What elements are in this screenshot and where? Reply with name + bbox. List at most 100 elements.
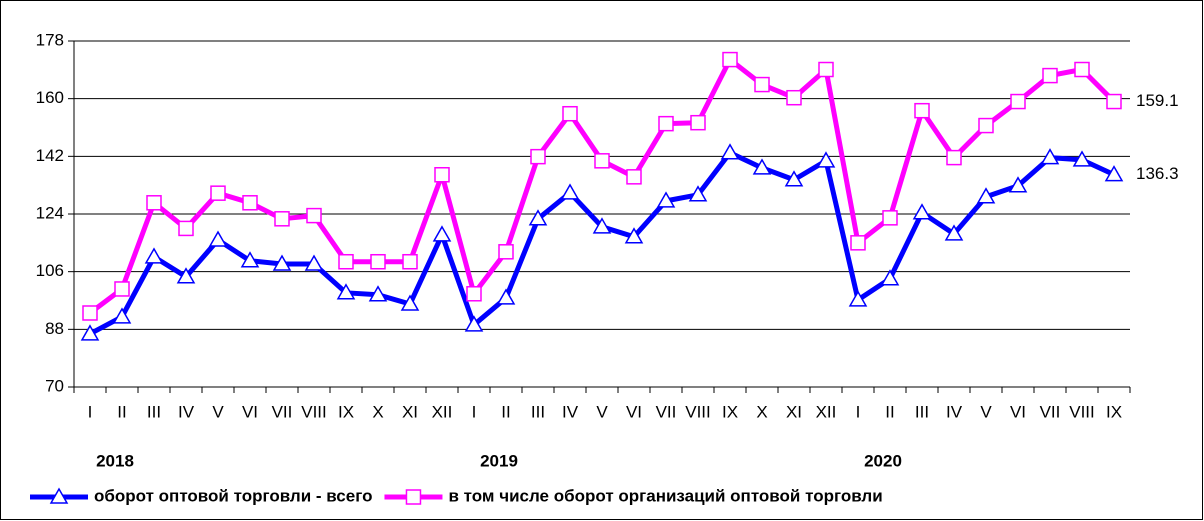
- x-tick-label: XII: [816, 402, 837, 421]
- x-tick-label: VII: [656, 402, 677, 421]
- group-label: 2020: [864, 451, 902, 470]
- point: [338, 253, 354, 270]
- point: [690, 114, 706, 131]
- point: [850, 235, 866, 251]
- point: [240, 251, 260, 268]
- x-tick-label: I: [472, 402, 477, 421]
- point: [560, 183, 580, 200]
- y-tick-label: 106: [36, 261, 64, 280]
- point: [720, 143, 740, 160]
- point: [272, 254, 292, 271]
- point: [816, 151, 836, 168]
- point: [1008, 176, 1028, 193]
- point: [688, 185, 708, 202]
- point: [848, 290, 868, 307]
- x-tick-label: XI: [786, 402, 802, 421]
- point: [752, 158, 772, 175]
- point: [306, 207, 322, 224]
- point: [80, 324, 100, 341]
- data-label: 159.1: [1136, 91, 1179, 110]
- x-tick-label: V: [980, 402, 992, 421]
- point: [114, 281, 130, 297]
- x-tick-label: X: [756, 402, 767, 421]
- group-label: 2018: [96, 451, 134, 470]
- point: [754, 76, 770, 93]
- x-tick-label: III: [531, 402, 545, 421]
- x-tick-label: X: [372, 402, 383, 421]
- data-label: 136.3: [1136, 164, 1179, 183]
- x-tick-label: VI: [242, 402, 258, 421]
- x-tick-label: IV: [178, 402, 195, 421]
- x-tick-label: VII: [272, 402, 293, 421]
- point: [176, 267, 196, 284]
- point: [1074, 61, 1090, 78]
- x-tick-label: V: [212, 402, 224, 421]
- x-tick-label: VII: [1040, 402, 1061, 421]
- point: [400, 294, 420, 311]
- point: [402, 253, 418, 270]
- x-tick-label: IX: [338, 402, 354, 421]
- point: [562, 105, 578, 122]
- point: [818, 61, 834, 78]
- point: [464, 315, 484, 332]
- legend-label: оборот оптовой торговли - всего: [94, 486, 372, 505]
- x-tick-label: VIII: [1069, 402, 1095, 421]
- point: [626, 169, 642, 185]
- point: [304, 254, 324, 271]
- point: [784, 170, 804, 187]
- x-tick-label: I: [856, 402, 861, 421]
- x-tick-label: VIII: [685, 402, 711, 421]
- point: [976, 187, 996, 204]
- point: [466, 286, 482, 302]
- point: [496, 288, 516, 305]
- x-tick-label: I: [88, 402, 93, 421]
- y-tick-label: 70: [45, 376, 64, 395]
- point: [178, 220, 194, 237]
- point: [498, 244, 514, 260]
- point: [49, 487, 69, 504]
- point: [592, 217, 612, 234]
- legend-label: в том числе оборот организаций оптовой т…: [448, 486, 882, 505]
- y-tick-label: 88: [45, 319, 64, 338]
- y-tick-label: 124: [36, 203, 64, 222]
- point: [882, 210, 898, 226]
- point: [112, 307, 132, 324]
- point: [914, 102, 930, 119]
- point: [1040, 148, 1060, 165]
- point: [210, 185, 226, 201]
- x-tick-label: IX: [1106, 402, 1122, 421]
- point: [144, 247, 164, 264]
- point: [786, 89, 802, 106]
- point: [624, 227, 644, 244]
- point: [530, 148, 546, 165]
- group-label: 2019: [480, 451, 518, 470]
- x-tick-label: IX: [722, 402, 738, 421]
- x-tick-label: V: [596, 402, 608, 421]
- point: [1042, 67, 1058, 84]
- point: [1072, 150, 1092, 167]
- point: [722, 51, 738, 68]
- point: [1010, 93, 1026, 110]
- point: [656, 191, 676, 208]
- x-tick-label: VI: [1010, 402, 1026, 421]
- point: [146, 195, 162, 211]
- point: [242, 195, 258, 211]
- x-tick-label: II: [501, 402, 510, 421]
- point: [370, 253, 386, 270]
- point: [978, 117, 994, 134]
- point: [208, 230, 228, 247]
- point: [432, 225, 452, 242]
- x-tick-label: III: [915, 402, 929, 421]
- point: [912, 203, 932, 220]
- point: [594, 153, 610, 169]
- x-tick-label: VIII: [301, 402, 327, 421]
- x-tick-label: IV: [562, 402, 579, 421]
- x-tick-label: II: [885, 402, 894, 421]
- point: [944, 224, 964, 241]
- y-tick-label: 142: [36, 146, 64, 165]
- x-tick-label: XI: [402, 402, 418, 421]
- point: [368, 285, 388, 302]
- x-tick-label: VI: [626, 402, 642, 421]
